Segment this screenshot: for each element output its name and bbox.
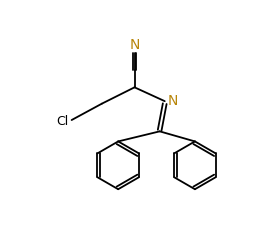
- Text: N: N: [168, 94, 178, 107]
- Text: Cl: Cl: [56, 114, 69, 127]
- Text: N: N: [129, 38, 140, 52]
